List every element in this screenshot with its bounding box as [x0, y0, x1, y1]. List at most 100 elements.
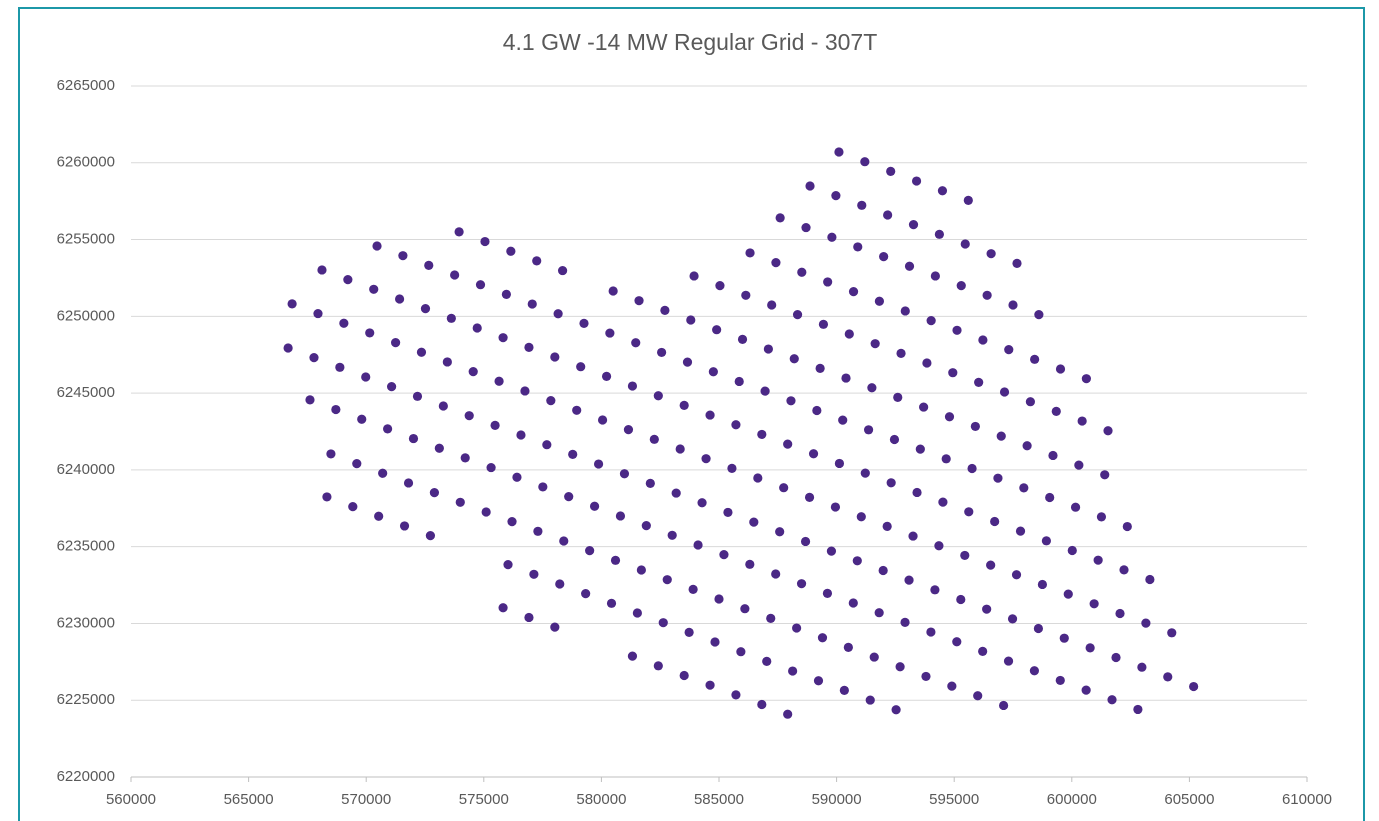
point [947, 681, 957, 691]
point [796, 579, 807, 589]
x-tick-label: 575000 [459, 791, 509, 808]
point [394, 294, 405, 304]
point [1037, 579, 1047, 590]
point [1141, 618, 1151, 628]
point [372, 241, 382, 251]
point [853, 242, 863, 252]
point [608, 286, 618, 296]
point [908, 220, 919, 230]
point [1077, 416, 1087, 426]
point [737, 334, 748, 344]
point [904, 261, 915, 271]
point [1003, 656, 1014, 666]
point [891, 705, 901, 715]
point [660, 305, 670, 315]
point [956, 594, 966, 605]
point [788, 666, 798, 676]
point [705, 680, 715, 690]
point [610, 555, 621, 565]
point [627, 381, 638, 391]
point [357, 414, 367, 424]
point [960, 550, 970, 561]
point [645, 478, 655, 489]
point [734, 376, 744, 387]
point [1007, 614, 1018, 624]
point [815, 363, 825, 373]
x-tick-label: 560000 [106, 791, 156, 808]
point [343, 275, 353, 285]
point [741, 290, 751, 300]
point [710, 637, 720, 647]
point [512, 472, 522, 482]
point [559, 536, 569, 546]
point [1085, 643, 1095, 653]
point [688, 584, 698, 594]
x-tick-label: 605000 [1164, 791, 1214, 808]
point [839, 685, 849, 695]
point [900, 306, 910, 316]
point [753, 473, 763, 483]
point [429, 488, 440, 498]
point [1070, 502, 1081, 512]
point [719, 550, 729, 560]
point [908, 531, 918, 541]
point [827, 232, 837, 242]
point [283, 343, 293, 353]
point [442, 357, 452, 367]
point [813, 676, 824, 686]
point [1045, 492, 1055, 503]
point [555, 579, 565, 589]
point [817, 633, 828, 643]
point [686, 315, 696, 325]
point [506, 246, 516, 256]
point [1111, 652, 1121, 663]
point [317, 265, 327, 275]
point [450, 270, 460, 280]
point [869, 652, 879, 662]
point [378, 468, 388, 478]
point [1051, 406, 1061, 416]
point [601, 371, 612, 381]
point [723, 507, 733, 518]
point [682, 357, 693, 367]
point [831, 191, 841, 201]
point [886, 478, 896, 488]
point [838, 415, 848, 425]
point [930, 271, 940, 281]
point [714, 594, 724, 604]
point [857, 200, 867, 210]
point [856, 512, 866, 522]
point [589, 501, 600, 511]
point [662, 575, 672, 585]
point [736, 647, 746, 657]
point [1041, 536, 1051, 546]
point [982, 290, 992, 300]
point [1019, 483, 1029, 493]
point [636, 565, 646, 575]
y-tick-label: 6240000 [57, 461, 115, 478]
point [498, 333, 508, 343]
point [967, 463, 977, 474]
point [675, 444, 685, 454]
point [689, 271, 699, 281]
x-tick-label: 595000 [929, 791, 979, 808]
point [938, 497, 948, 507]
point [399, 521, 410, 531]
point [860, 157, 870, 167]
point [740, 604, 750, 614]
point [1033, 623, 1044, 634]
point [715, 281, 725, 291]
point [812, 405, 822, 416]
point [1059, 633, 1069, 643]
point [996, 431, 1006, 441]
point [533, 526, 543, 536]
point [455, 497, 465, 507]
point [568, 449, 578, 459]
point [964, 507, 974, 517]
point [982, 604, 992, 614]
point [503, 560, 513, 570]
point [557, 265, 568, 276]
point [369, 284, 379, 294]
point [335, 362, 345, 372]
point [593, 459, 604, 469]
